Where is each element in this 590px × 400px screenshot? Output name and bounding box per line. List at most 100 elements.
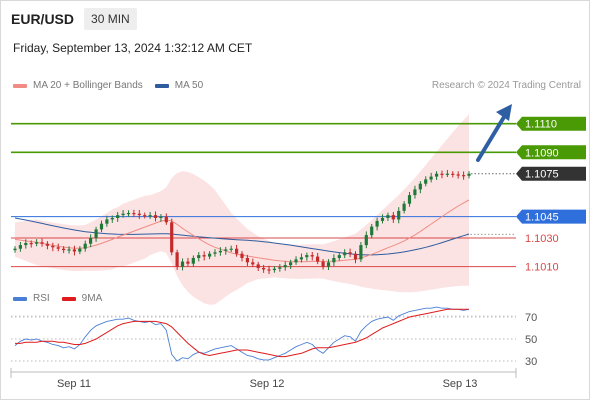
rsi-line — [14, 306, 470, 362]
candle-body — [132, 213, 136, 215]
legend-ma20: MA 20 + Bollinger Bands — [13, 80, 143, 91]
candle-body — [321, 261, 325, 267]
candle-body — [121, 213, 125, 216]
candle-body — [305, 255, 309, 258]
candle-body — [364, 235, 368, 246]
candle-body — [375, 220, 379, 227]
candle-body — [229, 248, 233, 250]
candle-body — [299, 257, 303, 260]
candle-body — [51, 245, 55, 248]
level-tag-text: 1.1075 — [525, 169, 559, 181]
rsi-legend: RSI 9MA — [13, 293, 102, 304]
candle-body — [116, 215, 120, 218]
candle-body — [191, 258, 195, 264]
level-tag-bg — [516, 116, 586, 131]
candle-body — [289, 262, 293, 266]
legend-ma50: MA 50 — [154, 80, 204, 91]
candle-body — [197, 255, 201, 258]
candle-body — [159, 216, 163, 218]
candle-body — [262, 268, 266, 270]
candle-body — [137, 213, 141, 216]
rsi-tick-label-30: 30 — [525, 356, 537, 368]
legend-9ma: 9MA — [61, 293, 103, 304]
level-tag-1.1090: 1.1090 — [516, 145, 586, 160]
candle-body — [326, 262, 331, 267]
candle-body — [235, 248, 239, 254]
candle-body — [294, 259, 298, 263]
candle-body — [435, 173, 439, 177]
candle-body — [245, 258, 249, 263]
candle-body — [170, 222, 174, 253]
x-tick-label: Sep 12 — [250, 378, 285, 390]
bollinger-band-fill — [15, 114, 469, 305]
chart-header: EUR/USD 30 MIN — [11, 8, 137, 30]
candle-body — [316, 256, 320, 262]
candle-body — [348, 252, 352, 254]
level-tag-bg — [516, 166, 586, 181]
candle-body — [208, 253, 212, 257]
candle-body — [72, 249, 76, 252]
candle-body — [153, 215, 158, 218]
candle-body — [391, 215, 395, 220]
candle-body — [186, 261, 190, 264]
candle-body — [353, 253, 358, 260]
candle-body — [380, 218, 385, 221]
candle-body — [105, 219, 109, 224]
candle-body — [99, 223, 104, 230]
candle-body — [386, 215, 390, 218]
legend-rsi: RSI — [13, 293, 50, 304]
x-tick-label: Sep 13 — [443, 378, 478, 390]
candle-body — [310, 255, 314, 257]
candle-body — [424, 179, 428, 184]
rsi-ma-line — [15, 308, 469, 358]
symbol-title: EUR/USD — [11, 11, 75, 27]
candle-body — [343, 252, 347, 256]
candle-body — [413, 189, 417, 196]
candle-body — [213, 252, 217, 254]
candle-body — [429, 176, 433, 180]
price-legend: MA 20 + Bollinger Bands MA 50 — [13, 80, 203, 91]
candle-body — [272, 268, 276, 271]
candle-body — [451, 173, 455, 175]
candles-group — [13, 170, 471, 274]
candle-body — [224, 249, 228, 251]
legend-ma50-swatch — [154, 83, 169, 88]
forecast-arrow-shaft — [476, 115, 506, 162]
candle-body — [67, 249, 71, 251]
candle-body — [143, 215, 147, 217]
candle-body — [467, 173, 471, 176]
candle-body — [397, 210, 401, 220]
candle-body — [370, 226, 374, 236]
candle-body — [18, 245, 22, 249]
candle-body — [283, 265, 287, 268]
legend-ma20-label: MA 20 + Bollinger Bands — [33, 80, 143, 91]
candle-body — [83, 243, 87, 249]
candle-body — [267, 269, 271, 271]
rsi-tick-label-70: 70 — [525, 312, 537, 324]
level-tag-text: 1.1090 — [525, 147, 559, 159]
legend-ma50-label: MA 50 — [174, 80, 204, 91]
legend-rsi-swatch — [13, 296, 27, 301]
level-tag-1.1075: 1.1075 — [516, 166, 586, 181]
level-tag-1.1045: 1.1045 — [516, 209, 586, 224]
candle-body — [94, 229, 98, 238]
credit-text: Research © 2024 Trading Central — [431, 80, 581, 91]
candle-body — [56, 247, 60, 249]
legend-ma20-swatch — [13, 83, 27, 88]
legend-rsi-label: RSI — [33, 293, 50, 304]
forecast-arrow-head — [496, 104, 512, 121]
candle-body — [440, 173, 444, 175]
candle-body — [337, 255, 341, 258]
legend-9ma-label: 9MA — [81, 293, 103, 304]
candle-body — [418, 183, 422, 190]
candle-body — [251, 262, 255, 265]
candle-body — [62, 248, 66, 251]
timeframe-badge[interactable]: 30 MIN — [84, 8, 137, 30]
candle-body — [89, 238, 93, 244]
candle-body — [456, 174, 460, 176]
timestamp: Friday, September 13, 2024 1:32:12 AM CE… — [13, 41, 253, 55]
level-tag-1.1110: 1.1110 — [516, 116, 586, 131]
candle-body — [24, 243, 28, 246]
candle-body — [202, 255, 206, 257]
